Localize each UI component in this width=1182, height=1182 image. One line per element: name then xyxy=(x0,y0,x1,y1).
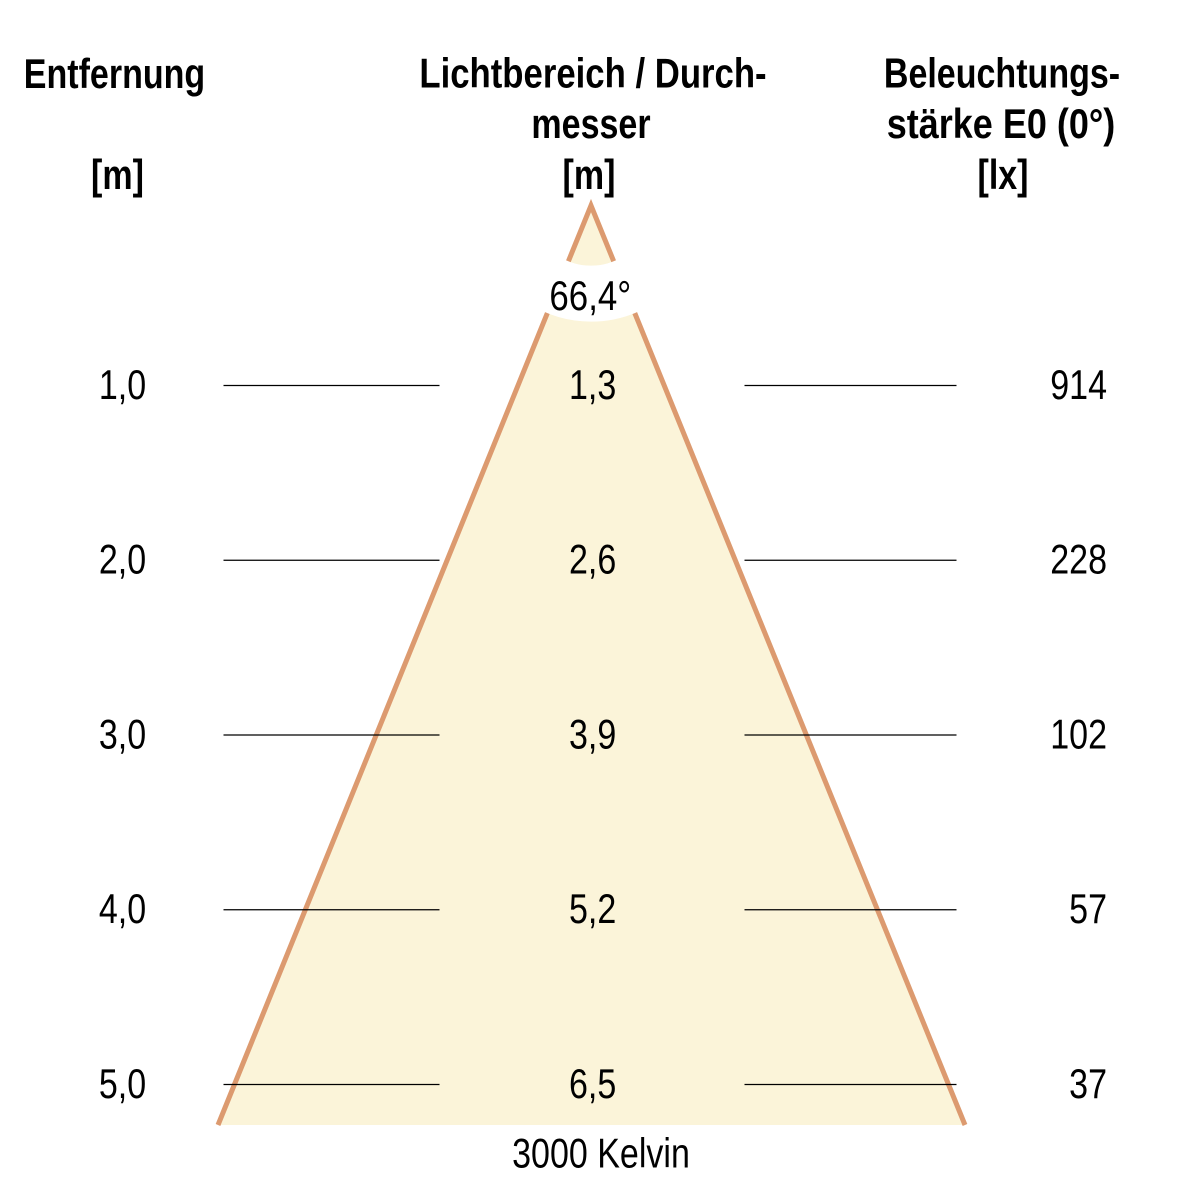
svg-text:57: 57 xyxy=(1069,887,1107,933)
svg-text:Beleuchtungs-: Beleuchtungs- xyxy=(884,51,1120,97)
svg-text:Lichtbereich / Durch-: Lichtbereich / Durch- xyxy=(419,51,766,98)
svg-text:2,0: 2,0 xyxy=(99,538,146,584)
svg-text:[m]: [m] xyxy=(563,153,616,199)
svg-text:102: 102 xyxy=(1050,712,1107,758)
svg-text:5,0: 5,0 xyxy=(99,1062,146,1108)
svg-text:228: 228 xyxy=(1050,538,1107,584)
svg-text:[m]: [m] xyxy=(91,153,144,199)
svg-text:66,4°: 66,4° xyxy=(549,273,631,320)
svg-text:3,9: 3,9 xyxy=(569,712,616,758)
svg-text:5,2: 5,2 xyxy=(569,887,616,933)
svg-text:4,0: 4,0 xyxy=(99,887,146,933)
svg-text:914: 914 xyxy=(1050,363,1107,409)
svg-text:37: 37 xyxy=(1069,1062,1107,1108)
svg-text:Entfernung: Entfernung xyxy=(24,52,205,98)
svg-text:6,5: 6,5 xyxy=(569,1062,616,1108)
svg-text:[lx]: [lx] xyxy=(977,153,1028,199)
svg-text:1,0: 1,0 xyxy=(99,363,146,409)
svg-text:2,6: 2,6 xyxy=(569,538,616,584)
svg-text:1,3: 1,3 xyxy=(569,363,616,409)
svg-text:3,0: 3,0 xyxy=(99,712,146,758)
svg-text:stärke E0 (0°): stärke E0 (0°) xyxy=(887,102,1116,148)
svg-text:messer: messer xyxy=(531,102,650,148)
svg-text:3000 Kelvin: 3000 Kelvin xyxy=(512,1131,690,1177)
